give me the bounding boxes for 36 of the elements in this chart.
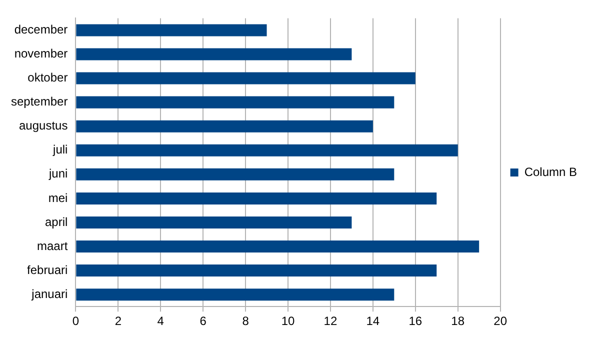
y-tick-label: december <box>14 22 68 37</box>
bar <box>76 168 394 180</box>
y-tick-label: oktober <box>28 70 68 85</box>
y-tick-label: augustus <box>18 118 68 133</box>
y-tick-label: november <box>14 46 68 61</box>
y-tick-label: februari <box>27 262 68 277</box>
bar <box>76 120 373 132</box>
bar <box>76 240 480 253</box>
x-tick-label: 14 <box>366 314 380 328</box>
x-tick-label: 16 <box>408 314 422 328</box>
bar <box>76 48 352 60</box>
legend-label: Column B <box>524 164 577 179</box>
y-tick-label: maart <box>37 238 68 253</box>
x-tick-label: 2 <box>114 314 122 328</box>
y-tick-label: januari <box>30 286 68 301</box>
x-tick-label: 12 <box>324 314 338 328</box>
bar <box>76 144 458 156</box>
y-tick-label: juni <box>48 166 68 181</box>
x-tick-label: 8 <box>242 314 250 328</box>
x-tick-label: 18 <box>451 314 465 328</box>
bar <box>76 264 437 277</box>
bar <box>76 192 437 204</box>
bar <box>76 24 267 36</box>
x-tick-label: 20 <box>494 314 508 328</box>
x-tick-label: 6 <box>200 314 207 328</box>
bar <box>76 72 416 84</box>
y-tick-label: juli <box>52 142 68 157</box>
y-tick-label: mei <box>48 190 68 205</box>
y-tick-label: september <box>10 94 68 109</box>
y-tick-label: april <box>45 214 68 229</box>
bar <box>76 216 352 228</box>
x-tick-label: 0 <box>72 314 80 328</box>
bar <box>76 288 394 301</box>
x-tick-label: 4 <box>157 314 164 328</box>
bar <box>76 96 394 108</box>
x-tick-label: 10 <box>281 314 295 328</box>
